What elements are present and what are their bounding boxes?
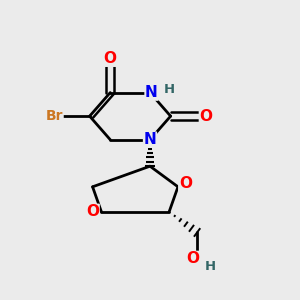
Text: Br: Br: [46, 109, 63, 123]
Text: H: H: [205, 260, 216, 273]
Text: H: H: [164, 83, 175, 96]
Text: O: O: [200, 109, 212, 124]
Text: O: O: [86, 204, 99, 219]
Text: N: N: [145, 85, 158, 100]
Text: N: N: [144, 132, 156, 147]
Text: O: O: [179, 176, 192, 191]
Text: O: O: [104, 51, 117, 66]
Text: O: O: [186, 251, 199, 266]
